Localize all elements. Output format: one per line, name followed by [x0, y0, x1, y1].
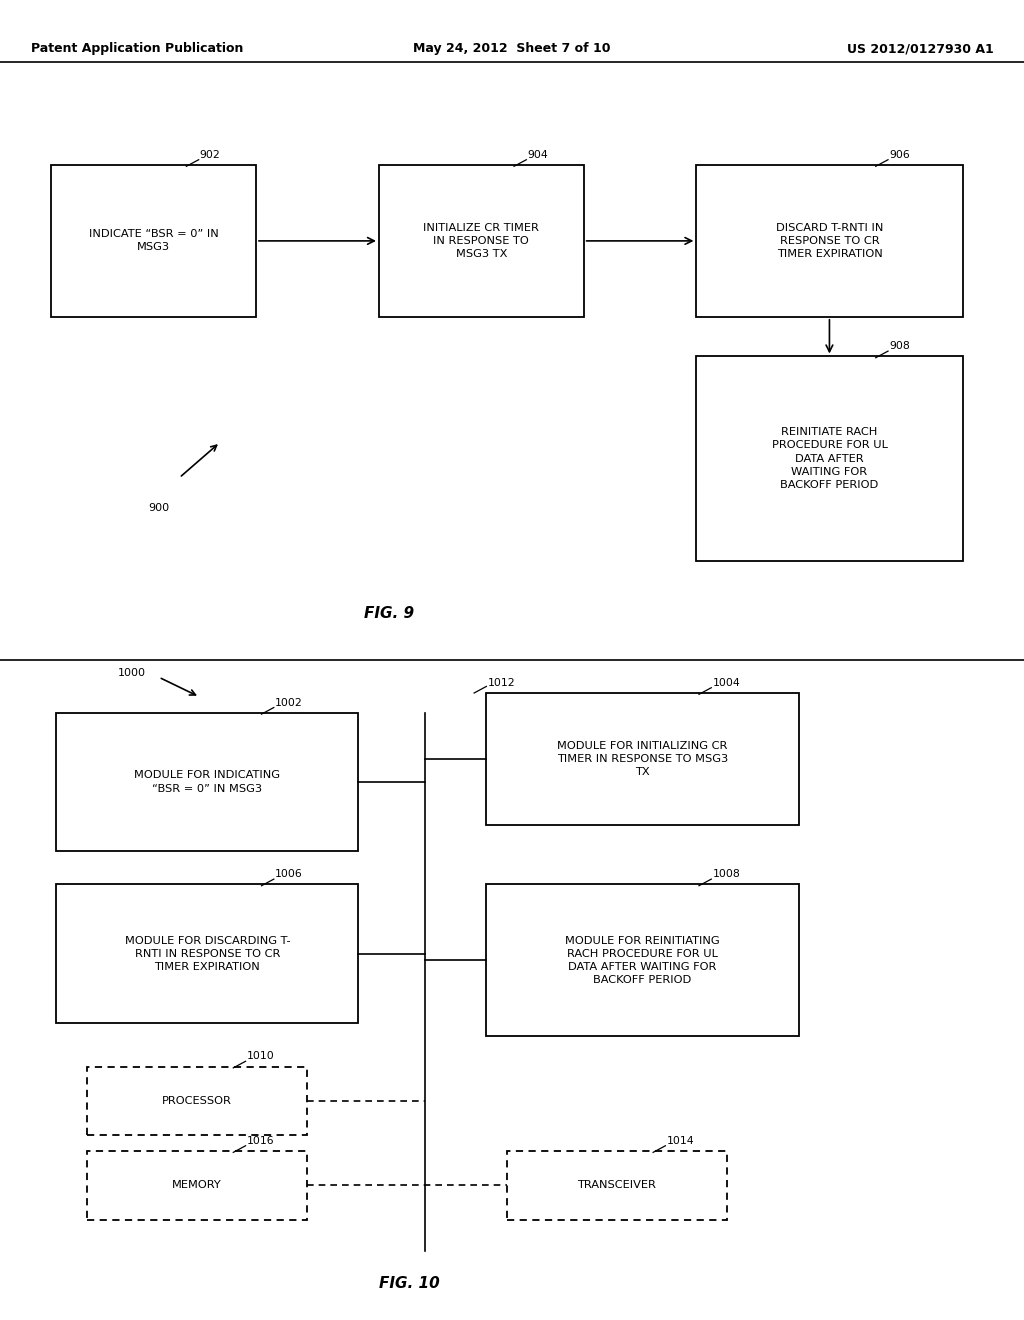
Text: 902: 902 — [200, 149, 220, 160]
Bar — [486, 693, 799, 825]
Text: INITIALIZE CR TIMER
IN RESPONSE TO
MSG3 TX: INITIALIZE CR TIMER IN RESPONSE TO MSG3 … — [423, 223, 540, 259]
Bar — [486, 884, 799, 1036]
Text: 1010: 1010 — [247, 1051, 274, 1061]
Text: PROCESSOR: PROCESSOR — [162, 1096, 232, 1106]
Text: MODULE FOR REINITIATING
RACH PROCEDURE FOR UL
DATA AFTER WAITING FOR
BACKOFF PER: MODULE FOR REINITIATING RACH PROCEDURE F… — [565, 936, 720, 985]
Bar — [87, 1067, 307, 1135]
Bar — [379, 165, 584, 317]
Bar — [56, 713, 358, 851]
Text: FIG. 10: FIG. 10 — [379, 1275, 440, 1291]
Text: MEMORY: MEMORY — [172, 1180, 222, 1191]
Text: MODULE FOR DISCARDING T-
RNTI IN RESPONSE TO CR
TIMER EXPIRATION: MODULE FOR DISCARDING T- RNTI IN RESPONS… — [125, 936, 290, 972]
Text: 904: 904 — [527, 149, 548, 160]
Text: 1008: 1008 — [713, 869, 740, 879]
Bar — [87, 1151, 307, 1220]
Text: DISCARD T-RNTI IN
RESPONSE TO CR
TIMER EXPIRATION: DISCARD T-RNTI IN RESPONSE TO CR TIMER E… — [776, 223, 883, 259]
Text: 1012: 1012 — [487, 677, 515, 688]
Text: INDICATE “BSR = 0” IN
MSG3: INDICATE “BSR = 0” IN MSG3 — [89, 230, 218, 252]
Text: Patent Application Publication: Patent Application Publication — [31, 42, 243, 55]
Bar — [56, 884, 358, 1023]
Text: 1000: 1000 — [118, 668, 145, 678]
Text: 1016: 1016 — [247, 1135, 274, 1146]
Text: FIG. 9: FIG. 9 — [365, 606, 414, 622]
Text: 906: 906 — [889, 149, 909, 160]
Bar — [51, 165, 256, 317]
Bar — [507, 1151, 727, 1220]
Text: US 2012/0127930 A1: US 2012/0127930 A1 — [847, 42, 993, 55]
Bar — [696, 165, 963, 317]
Bar — [696, 356, 963, 561]
Text: 900: 900 — [148, 503, 170, 513]
Text: 1014: 1014 — [667, 1135, 694, 1146]
Text: 1006: 1006 — [274, 869, 302, 879]
Text: 1002: 1002 — [274, 697, 302, 708]
Text: MODULE FOR INDICATING
“BSR = 0” IN MSG3: MODULE FOR INDICATING “BSR = 0” IN MSG3 — [134, 771, 281, 793]
Text: REINITIATE RACH
PROCEDURE FOR UL
DATA AFTER
WAITING FOR
BACKOFF PERIOD: REINITIATE RACH PROCEDURE FOR UL DATA AF… — [771, 428, 888, 490]
Text: 908: 908 — [889, 341, 909, 351]
Text: May 24, 2012  Sheet 7 of 10: May 24, 2012 Sheet 7 of 10 — [414, 42, 610, 55]
Text: 1004: 1004 — [713, 677, 740, 688]
Text: MODULE FOR INITIALIZING CR
TIMER IN RESPONSE TO MSG3
TX: MODULE FOR INITIALIZING CR TIMER IN RESP… — [557, 741, 728, 777]
Text: TRANSCEIVER: TRANSCEIVER — [578, 1180, 656, 1191]
